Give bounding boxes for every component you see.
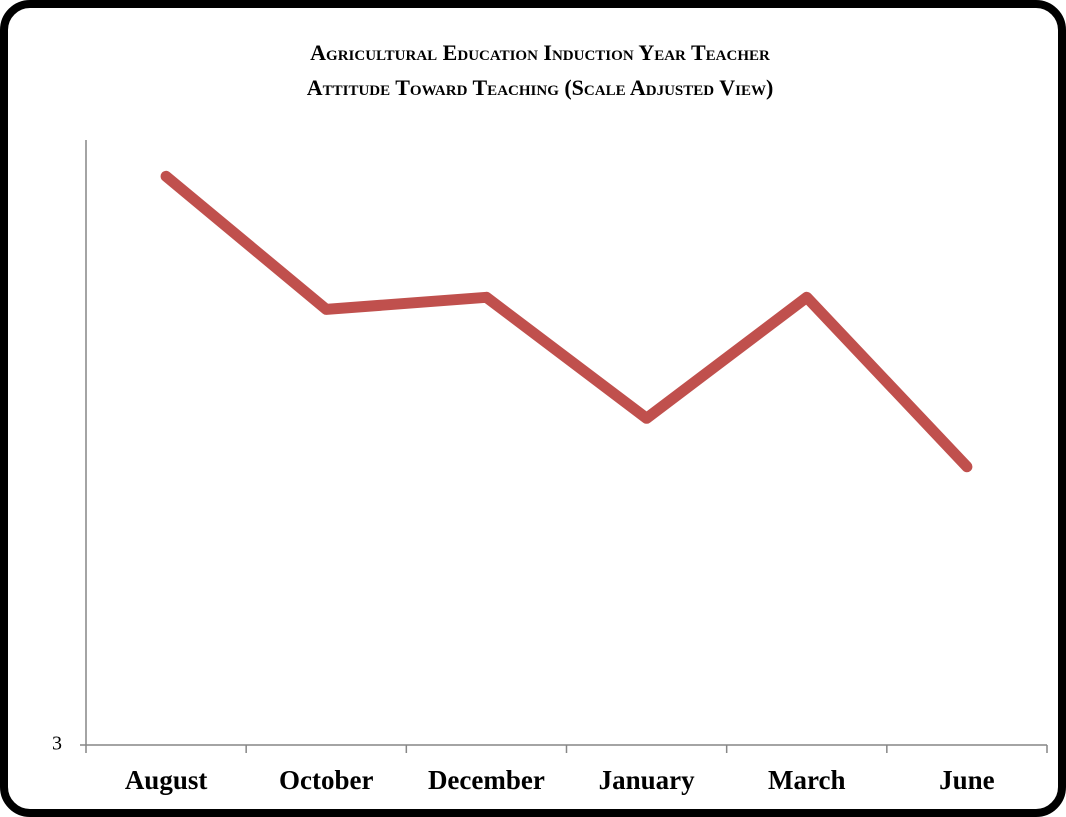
x-tick-label: January (599, 765, 696, 795)
chart-title: Agricultural Education Induction Year Te… (310, 40, 770, 65)
x-tick-label: October (279, 765, 373, 795)
x-tick-label: August (125, 765, 208, 795)
x-tick-label: June (939, 765, 995, 795)
x-tick-label: December (428, 765, 545, 795)
y-tick-label: 3 (52, 733, 62, 755)
x-tick-label: March (768, 765, 845, 795)
data-line (160, 170, 973, 473)
chart-title: Attitude Toward Teaching (Scale Adjusted… (307, 75, 774, 100)
